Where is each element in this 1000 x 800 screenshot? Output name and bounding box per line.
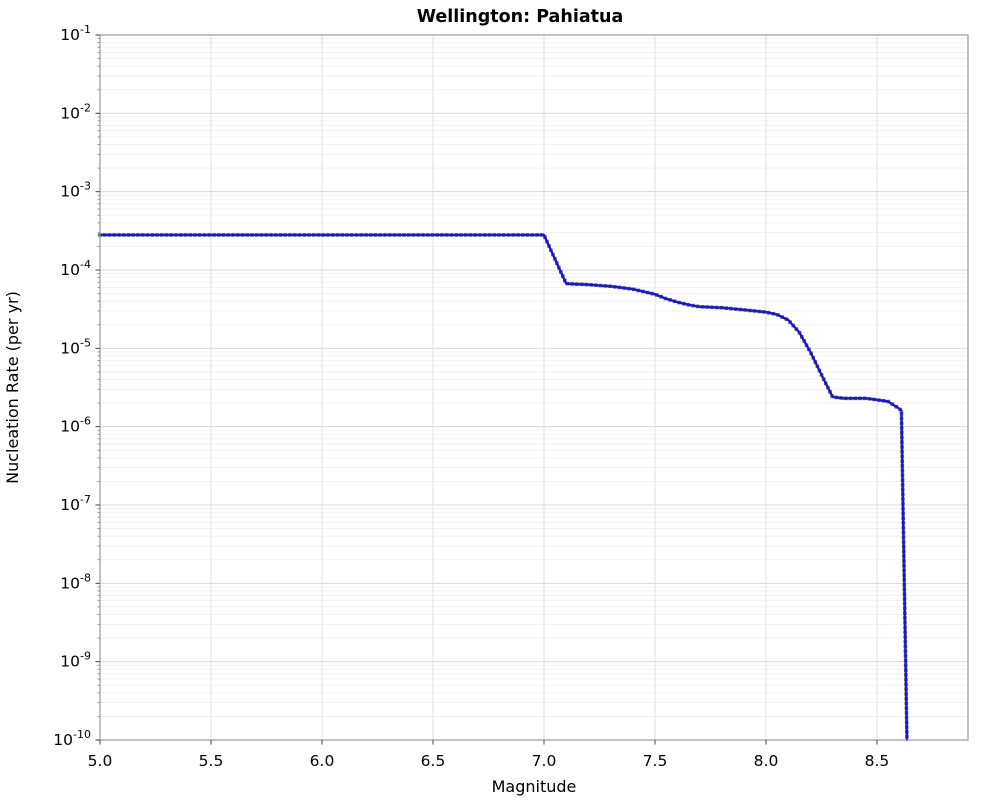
series-line bbox=[98, 233, 909, 742]
nucleation-rate-curve bbox=[98, 233, 909, 742]
x-tick-label: 7.0 bbox=[532, 752, 557, 770]
y-tick-label: 10-5 bbox=[60, 336, 91, 357]
axes-frame bbox=[99, 34, 969, 741]
axis-tick-labels: 5.0 5.5 6.0 6.5 7.0 7.5 8.0 8.5 10-1 10-2 10-3 10-4… bbox=[53, 23, 889, 770]
x-axis-label: Magnitude bbox=[492, 777, 577, 796]
x-tick-label: 6.5 bbox=[421, 752, 446, 770]
gridlines-major bbox=[100, 34, 968, 741]
axis-titles: Wellington: Pahiatua Magnitude Nucleation … bbox=[3, 7, 623, 796]
x-tick-label: 5.5 bbox=[199, 752, 224, 770]
axis-ticks bbox=[95, 34, 878, 745]
y-tick-label: 10-10 bbox=[53, 728, 91, 749]
y-tick-label: 10-2 bbox=[60, 101, 91, 122]
y-tick-label: 10-9 bbox=[60, 650, 91, 671]
x-tick-label: 5.0 bbox=[88, 752, 113, 770]
y-tick-label: 10-8 bbox=[60, 571, 91, 592]
x-tick-label: 6.0 bbox=[310, 752, 335, 770]
x-tick-label: 8.0 bbox=[754, 752, 779, 770]
series-markers bbox=[98, 233, 909, 739]
chart-title: Wellington: Pahiatua bbox=[417, 7, 624, 27]
y-tick-label: 10-3 bbox=[60, 180, 91, 201]
y-axis-label: Nucleation Rate (per yr) bbox=[3, 291, 22, 484]
x-tick-label: 7.5 bbox=[643, 752, 668, 770]
y-tick-label: 10-1 bbox=[60, 23, 91, 44]
y-tick-label: 10-4 bbox=[60, 258, 91, 279]
y-tick-label: 10-7 bbox=[60, 493, 91, 514]
x-tick-label: 8.5 bbox=[865, 752, 890, 770]
gridlines-minor bbox=[100, 38, 968, 717]
y-tick-label: 10-6 bbox=[60, 415, 91, 436]
